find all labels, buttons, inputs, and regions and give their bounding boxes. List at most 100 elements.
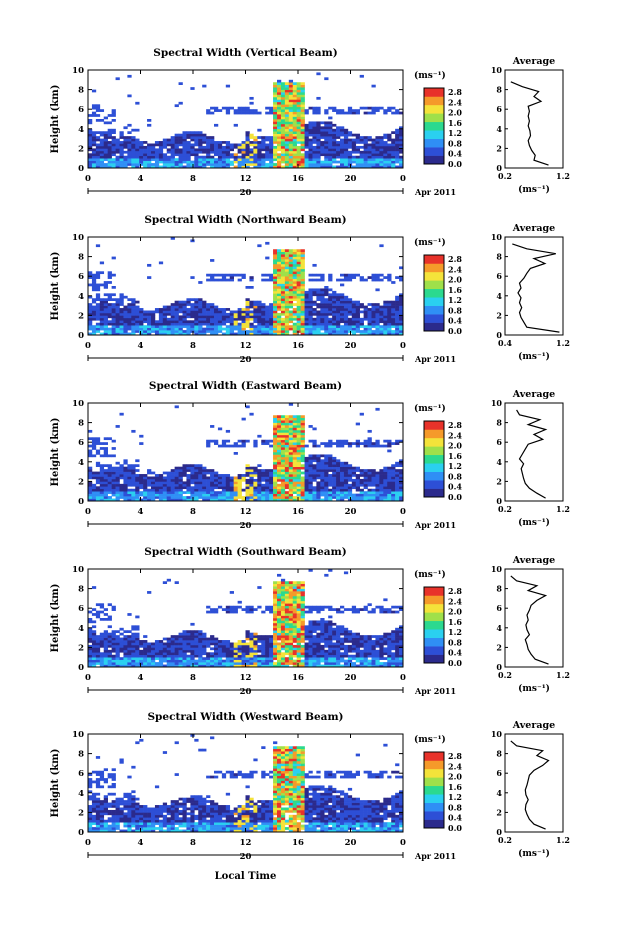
heatmap-cell	[127, 481, 132, 485]
heatmap-cell	[202, 163, 207, 166]
heatmap-cell	[300, 87, 305, 90]
heatmap-cell	[261, 165, 266, 169]
heatmap-cell	[123, 155, 128, 159]
heatmap-cell	[261, 664, 266, 668]
heatmap-cell	[324, 442, 329, 445]
heatmap-cell	[265, 659, 270, 663]
heatmap-cell	[139, 481, 144, 485]
heatmap-cell	[245, 315, 250, 319]
heatmap-cell	[269, 662, 274, 665]
heatmap-cell	[221, 439, 227, 443]
heatmap-cell	[162, 138, 168, 142]
heatmap-cell	[316, 461, 321, 465]
heatmap-cell	[190, 488, 195, 492]
heatmap-cell	[284, 126, 290, 130]
heatmap-cell	[174, 662, 179, 665]
heatmap-cell	[182, 644, 187, 648]
heatmap-cell	[387, 483, 392, 487]
heatmap-cell	[123, 295, 128, 299]
heatmap-cell	[312, 498, 317, 502]
heatmap-cell	[178, 478, 183, 482]
heatmap-cell	[308, 303, 313, 306]
heatmap-cell	[249, 642, 254, 646]
heatmap-cell	[277, 432, 282, 436]
heatmap-cell	[162, 491, 168, 494]
heatmap-cell	[395, 488, 400, 492]
heatmap-cell	[359, 469, 364, 472]
heatmap-cell	[320, 126, 325, 130]
heatmap-cell	[178, 474, 183, 477]
heatmap-cell	[225, 664, 231, 668]
heatmap-cell	[371, 153, 376, 157]
heatmap-cell	[304, 141, 309, 144]
heatmap-cell	[316, 496, 321, 499]
heatmap-cell	[119, 632, 124, 636]
heatmap-cell	[308, 298, 313, 301]
heatmap-cell	[355, 474, 360, 477]
heatmap-cell	[387, 442, 392, 445]
heatmap-cell	[328, 138, 333, 142]
heatmap-cell	[158, 160, 164, 164]
heatmap-cell	[210, 493, 215, 497]
heatmap-cell	[351, 160, 357, 164]
heatmap-cell	[261, 163, 266, 166]
heatmap-cell	[277, 254, 282, 257]
heatmap-cell	[95, 486, 101, 490]
heatmap-cell	[304, 150, 309, 154]
heatmap-cell	[107, 486, 112, 490]
heatmap-cell	[194, 148, 199, 152]
heatmap-cell	[214, 654, 219, 658]
heatmap-cell	[131, 160, 136, 164]
heatmap-cell	[391, 305, 396, 309]
heatmap-cell	[300, 303, 305, 306]
heatmap-cell	[221, 145, 227, 149]
heatmap-cell	[206, 141, 211, 144]
profile-y-tick-label: 6	[496, 437, 502, 447]
heatmap-cell	[111, 109, 116, 112]
heatmap-cell	[277, 87, 282, 90]
profile-x-tick-label: 0.2	[498, 504, 512, 514]
heatmap-cell	[296, 126, 301, 130]
heatmap-cell	[182, 158, 187, 161]
heatmap-cell	[249, 478, 254, 482]
heatmap-cell	[253, 145, 258, 149]
heatmap-cell	[107, 133, 112, 137]
heatmap-cell	[253, 654, 258, 658]
heatmap-cell	[359, 481, 364, 485]
heatmap-cell	[355, 442, 360, 445]
heatmap-cell	[151, 481, 156, 485]
heatmap-cell	[178, 101, 183, 105]
heatmap-cell	[147, 476, 152, 480]
heatmap-cell	[375, 476, 380, 480]
heatmap-cell	[320, 128, 325, 132]
heatmap-cell	[328, 295, 333, 299]
heatmap-cell	[316, 160, 321, 164]
heatmap-cell	[347, 158, 353, 161]
heatmap-cell	[288, 303, 294, 306]
heatmap-cell	[395, 303, 400, 306]
heatmap-cell	[253, 496, 258, 499]
heatmap-cell	[123, 474, 128, 477]
heatmap-cell	[296, 87, 301, 90]
heatmap-cell	[273, 101, 278, 105]
heatmap-cell	[316, 128, 321, 132]
heatmap-cell	[371, 273, 376, 277]
heatmap-cell	[217, 664, 223, 668]
heatmap-cell	[123, 126, 128, 130]
heatmap-cell	[182, 305, 187, 309]
heatmap-cell	[324, 121, 329, 125]
heatmap-cell	[103, 150, 108, 154]
heatmap-cell	[229, 483, 234, 487]
heatmap-cell	[237, 308, 242, 311]
heatmap-cell	[214, 496, 219, 499]
heatmap-cell	[123, 143, 128, 147]
heatmap-cell	[269, 493, 274, 497]
heatmap-cell	[99, 133, 105, 137]
heatmap-cell	[277, 476, 282, 480]
heatmap-cell	[210, 303, 215, 306]
heatmap-cell	[399, 148, 404, 152]
heatmap-cell	[178, 322, 183, 326]
heatmap-cell	[182, 647, 187, 651]
heatmap-cell	[91, 454, 97, 458]
heatmap-cell	[245, 405, 250, 409]
